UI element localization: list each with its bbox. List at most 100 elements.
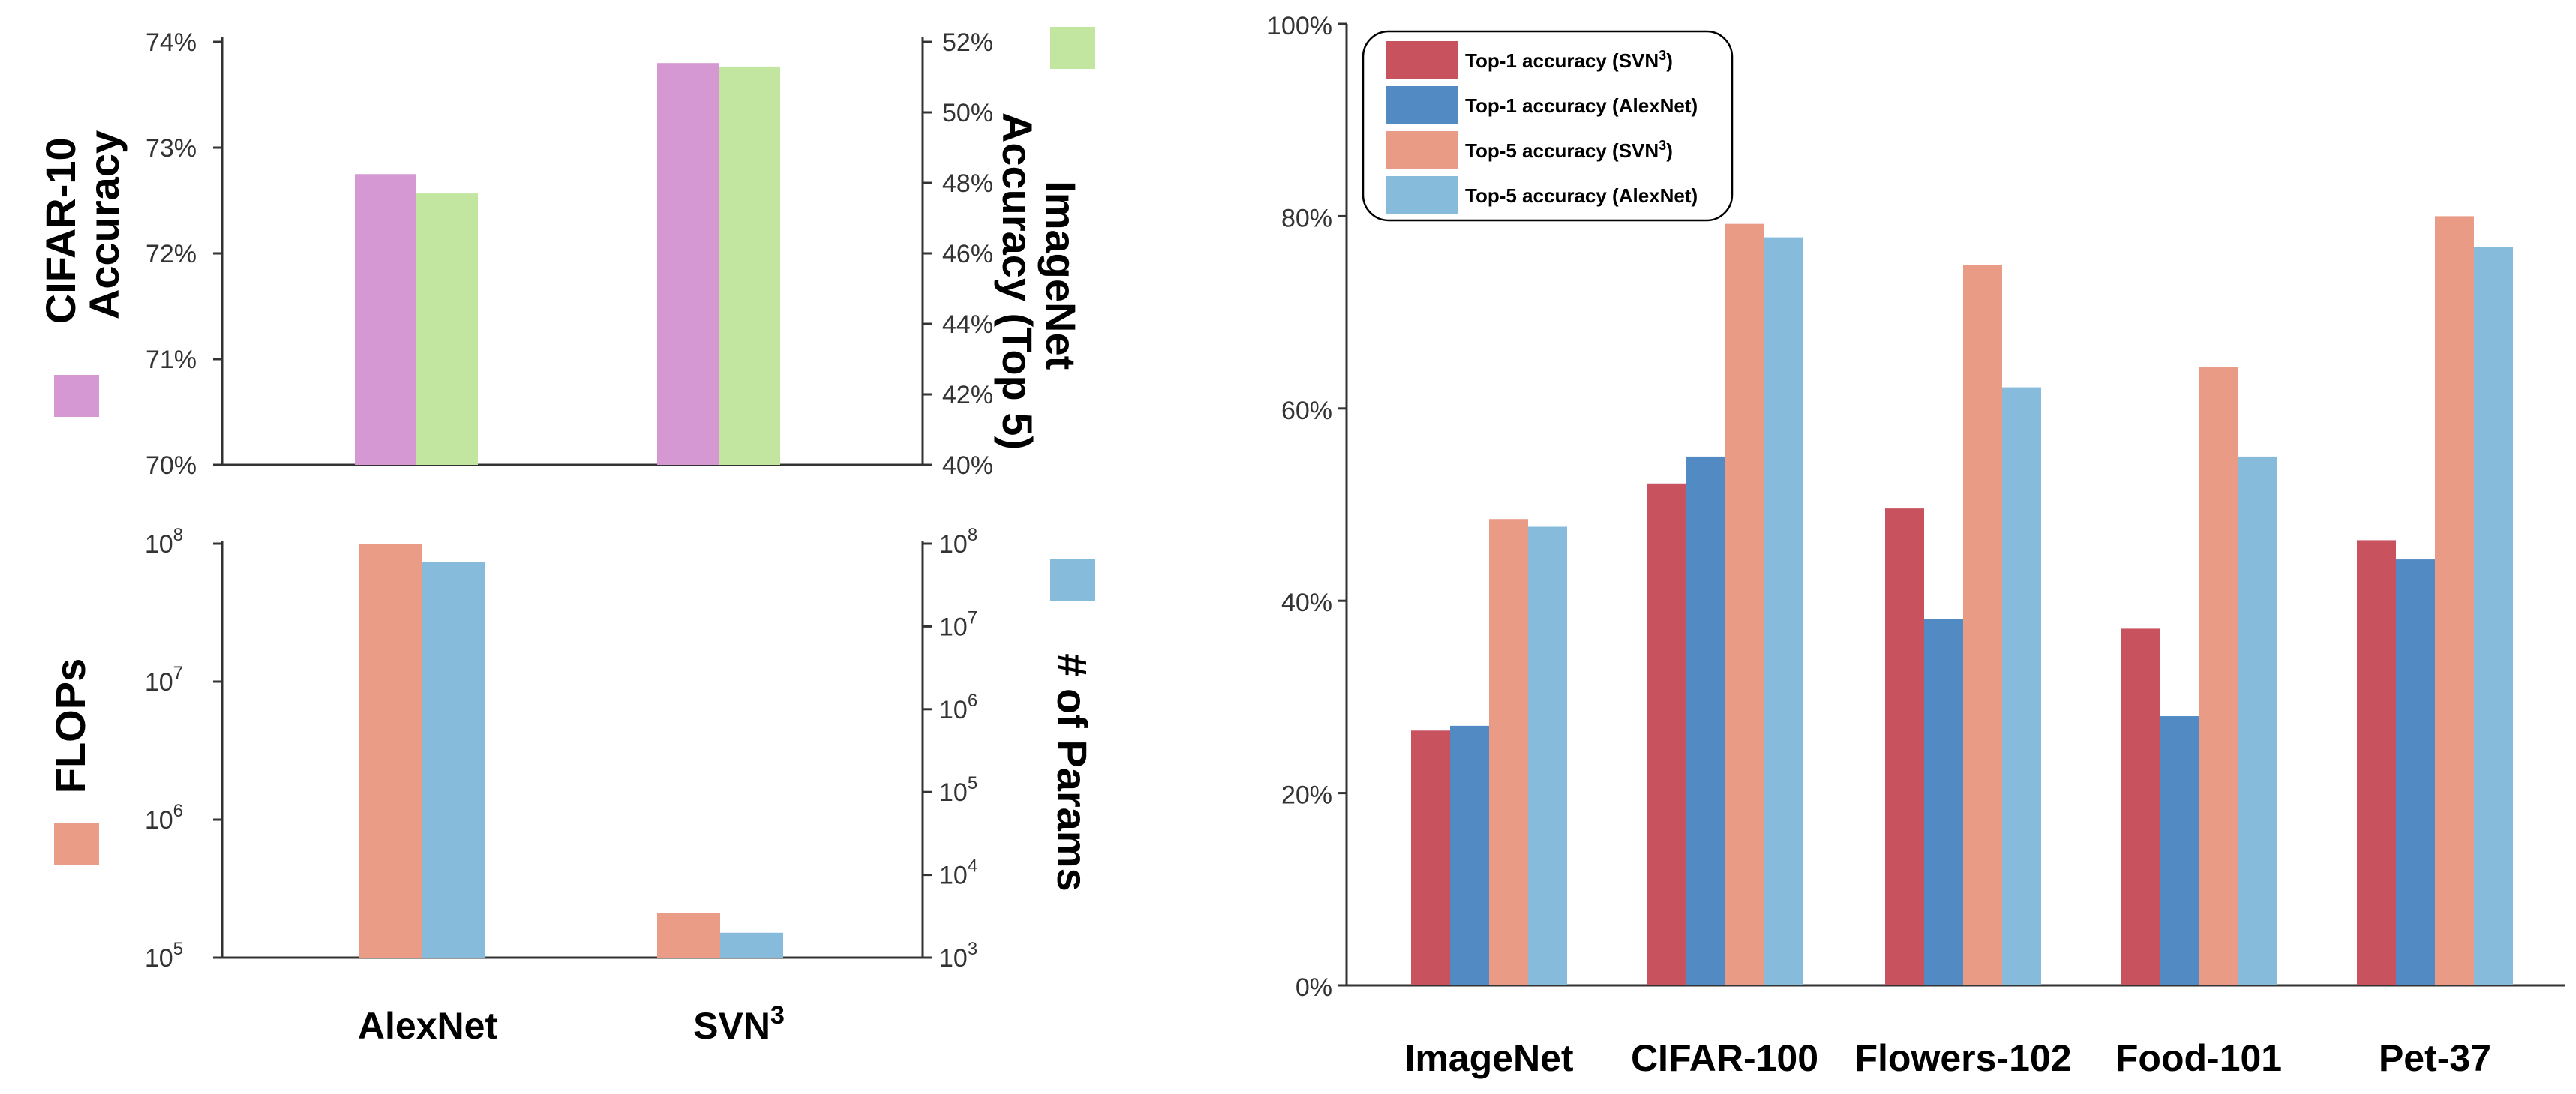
acc-left-tick-label: 72%: [146, 240, 197, 268]
transfer-tick-label: 100%: [1267, 12, 1332, 40]
bar-of-params-alexnet: [422, 562, 485, 958]
bar-top-1-accuracy-svn3-food-101: [2121, 628, 2160, 985]
transfer-tick-label: 80%: [1281, 204, 1332, 232]
transfer-category-labels: ImageNet CIFAR-100 Flowers-102 Food-101 Pet-…: [1404, 1037, 2491, 1079]
svn-label-sup: 3: [770, 1001, 785, 1030]
cifar10-axis-label-line1: CIFAR-10: [37, 137, 84, 324]
acc-right-ticks: 52% 50% 48% 46% 44% 42% 40%: [923, 28, 993, 480]
acc-right-tick-label: 40%: [942, 451, 993, 480]
acc-right-tick-label: 50%: [942, 99, 993, 127]
cost-left-tick-label: 106: [145, 801, 183, 835]
cost-category-alexnet: AlexNet: [358, 1005, 498, 1047]
bar-top-5-accuracy-alexnet-flowers-102: [2002, 387, 2041, 985]
bar-top-5-accuracy-alexnet-cifar-100: [1764, 237, 1803, 985]
bar-of-params-svn: [720, 932, 783, 958]
category-label-cifar-100: CIFAR-100: [1631, 1037, 1818, 1079]
cost-left-tick-label: 108: [145, 525, 183, 559]
params-legend-swatch: [1050, 559, 1095, 601]
cost-right-tick-label: 103: [939, 939, 977, 973]
bar-top-5-accuracy-svn3-food-101: [2199, 367, 2238, 985]
legend-swatch-top-5-accuracy-svn3: [1386, 131, 1458, 169]
legend-items: Top-1 accuracy (SVN3) Top-1 accuracy (Ale…: [1386, 41, 1698, 214]
bar-top-1-accuracy-alexnet-food-101: [2160, 716, 2199, 985]
acc-right-tick-label: 48%: [942, 169, 993, 198]
bar-top-5-accuracy-svn3-cifar-100: [1725, 223, 1764, 985]
bar-top-1-accuracy-svn3-pet-37: [2357, 540, 2396, 985]
cifar10-axis-label: CIFAR-10 Accuracy: [37, 126, 128, 325]
acc-left-tick-label: 71%: [146, 346, 197, 374]
flops-axis-label: FLOPs: [47, 658, 94, 793]
category-label-flowers-102: Flowers-102: [1854, 1037, 2071, 1079]
cost-right-tick-label: 106: [939, 691, 977, 724]
category-label-food-101: Food-101: [2115, 1037, 2282, 1079]
bar-top-1-accuracy-svn3-imagenet: [1411, 730, 1450, 985]
bar-top-5-accuracy-svn3-imagenet: [1489, 519, 1528, 985]
bar-imagenet-accuracy-top-5-alexnet: [416, 193, 478, 465]
bar-imagenet-accuracy-top-5-svn: [719, 66, 780, 465]
bar-top-1-accuracy-alexnet-imagenet: [1450, 725, 1489, 985]
flops-legend-swatch: [54, 823, 99, 865]
cost-bars: [359, 544, 783, 958]
bar-top-1-accuracy-svn3-flowers-102: [1885, 508, 1924, 985]
bar-top-5-accuracy-alexnet-food-101: [2238, 456, 2277, 985]
bar-top-1-accuracy-alexnet-pet-37: [2396, 559, 2435, 985]
acc-left-tick-label: 73%: [146, 134, 197, 163]
legend-swatch-top-5-accuracy-alexnet: [1386, 176, 1458, 214]
cost-right-ticks: 108 107 106 105 104 103: [923, 525, 977, 973]
bar-cifar-10-accuracy-svn: [657, 63, 719, 465]
bar-top-1-accuracy-alexnet-flowers-102: [1924, 619, 1963, 985]
acc-right-tick-label: 46%: [942, 240, 993, 268]
imagenet-axis-label: ImageNet Accuracy (Top 5): [994, 112, 1085, 450]
acc-right-tick-label: 44%: [942, 310, 993, 339]
transfer-tick-label: 20%: [1281, 781, 1332, 810]
legend-label-top-1-accuracy-svn3: Top-1 accuracy (SVN3): [1465, 48, 1673, 72]
category-label-imagenet: ImageNet: [1404, 1037, 1573, 1079]
legend-label-top-1-accuracy-alexnet: Top-1 accuracy (AlexNet): [1465, 94, 1698, 117]
cost-left-tick-label: 107: [145, 663, 183, 697]
cost-right-tick-label: 108: [939, 525, 977, 559]
acc-right-tick-label: 52%: [942, 28, 993, 57]
bar-flops-svn: [657, 913, 720, 958]
cost-panel: 108 107 106 105 108 107 106 105 104 103 FLOPs # …: [47, 525, 1096, 1047]
cifar10-legend-swatch: [54, 375, 99, 417]
acc-left-tick-label: 70%: [146, 451, 197, 480]
transfer-legend: Top-1 accuracy (SVN3) Top-1 accuracy (Ale…: [1362, 30, 1734, 222]
cost-category-svn: SVN3: [693, 1001, 785, 1047]
acc-bars: [355, 63, 780, 465]
accuracy-panel: 74% 73% 72% 71% 70% 52% 50% 48% 46% 44% 42% 40% CI…: [37, 27, 1095, 480]
cost-right-tick-label: 105: [939, 773, 977, 807]
acc-right-tick-label: 42%: [942, 381, 993, 409]
bar-top-1-accuracy-svn3-cifar-100: [1647, 483, 1686, 985]
cost-right-tick-label: 107: [939, 607, 977, 641]
params-axis-label: # of Params: [1049, 653, 1096, 892]
transfer-tick-label: 40%: [1281, 589, 1332, 617]
bar-cifar-10-accuracy-alexnet: [355, 174, 416, 465]
legend-label-top-5-accuracy-svn3: Top-5 accuracy (SVN3): [1465, 138, 1673, 162]
transfer-y-ticks: 0% 20% 40% 60% 80% 100%: [1267, 12, 1347, 1002]
acc-left-ticks: 74% 73% 72% 71% 70%: [146, 28, 222, 480]
legend-swatch-top-1-accuracy-alexnet: [1386, 86, 1458, 124]
legend-swatch-top-1-accuracy-svn3: [1386, 41, 1458, 79]
transfer-tick-label: 0%: [1296, 973, 1332, 1002]
transfer-panel: 0% 20% 40% 60% 80% 100% ImageNet CIFAR-100 Flow…: [1267, 12, 2565, 1079]
cifar10-axis-label-line2: Accuracy: [80, 130, 128, 319]
imagenet-axis-label-line1: ImageNet: [1037, 181, 1085, 370]
category-label-pet-37: Pet-37: [2379, 1037, 2491, 1079]
acc-left-tick-label: 74%: [146, 28, 197, 57]
cost-right-tick-label: 104: [939, 856, 977, 890]
imagenet-axis-label-line2: Accuracy (Top 5): [994, 112, 1041, 450]
bar-top-5-accuracy-alexnet-imagenet: [1528, 526, 1567, 985]
bar-flops-alexnet: [359, 544, 422, 958]
cost-left-tick-label: 105: [145, 939, 183, 973]
svn-label-text: SVN: [693, 1005, 770, 1047]
transfer-tick-label: 60%: [1281, 397, 1332, 425]
transfer-bars: [1411, 216, 2513, 986]
cost-left-ticks: 108 107 106 105: [145, 525, 222, 973]
imagenet-legend-swatch: [1050, 27, 1095, 69]
bar-top-5-accuracy-svn3-pet-37: [2435, 216, 2474, 985]
legend-label-top-5-accuracy-alexnet: Top-5 accuracy (AlexNet): [1465, 184, 1698, 207]
bar-top-1-accuracy-alexnet-cifar-100: [1686, 456, 1725, 985]
bar-top-5-accuracy-svn3-flowers-102: [1963, 265, 2002, 986]
bar-top-5-accuracy-alexnet-pet-37: [2474, 247, 2513, 985]
